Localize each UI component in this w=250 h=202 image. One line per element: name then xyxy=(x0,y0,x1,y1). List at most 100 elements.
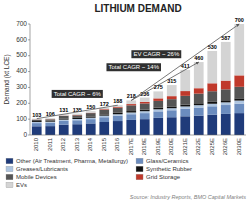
bar-segment xyxy=(194,62,204,88)
x-tick-label: 2012 xyxy=(60,137,66,151)
annotation-text: Total CAGR ~ 6% xyxy=(54,91,102,97)
bar-segment xyxy=(126,114,136,120)
legend-swatch xyxy=(136,158,143,164)
bar-segment xyxy=(72,114,82,115)
bar-segment xyxy=(45,118,55,120)
annotation-box xyxy=(106,63,161,71)
bar-segment xyxy=(86,118,96,119)
total-label: 188 xyxy=(113,98,122,104)
annotation: Total CAGR ~ 6% xyxy=(52,90,103,98)
bar-segment xyxy=(180,116,190,135)
y-axis: 0100200300400500600700 xyxy=(16,20,30,138)
total-label: 700 xyxy=(235,17,244,23)
total-label: 172 xyxy=(100,101,109,107)
total-label: 131 xyxy=(59,107,68,113)
trend-lines xyxy=(37,24,240,119)
bar-segment xyxy=(180,70,190,91)
legend: Other (Air Treatment, Pharma, Metallurgy… xyxy=(6,158,192,188)
bar-segment xyxy=(86,116,96,117)
bar-segment xyxy=(194,94,204,104)
bar-segment xyxy=(207,91,217,102)
bar-segment xyxy=(126,105,136,111)
bar-segment xyxy=(153,109,163,111)
bars xyxy=(32,24,244,135)
x-tick-label: 2030E xyxy=(236,138,242,155)
legend-swatch xyxy=(136,166,143,172)
trend-line xyxy=(131,24,239,100)
x-tick-label: 2015 xyxy=(101,137,107,151)
bar-segment xyxy=(167,110,177,117)
x-tick-label: 2025E xyxy=(209,138,215,155)
bar-segment xyxy=(99,116,109,118)
bar-segment xyxy=(221,102,231,105)
bar-segment xyxy=(180,106,190,108)
bar-segment xyxy=(45,119,55,120)
bar-segment xyxy=(113,116,123,121)
bar-segment xyxy=(221,89,231,100)
bar-segment xyxy=(140,98,150,102)
annotation-box xyxy=(52,90,103,98)
bar-segment xyxy=(207,102,217,104)
legend-swatch xyxy=(6,174,13,180)
bar-segment xyxy=(221,114,231,135)
bar-segment xyxy=(59,121,69,125)
bar-segment xyxy=(234,87,244,99)
bar-segment xyxy=(59,125,69,135)
y-tick-label: 0 xyxy=(23,131,27,138)
total-label: 530 xyxy=(208,44,217,50)
bar-segment xyxy=(59,120,69,121)
bar-segment xyxy=(167,117,177,135)
bar-segment xyxy=(140,119,150,135)
bar-segment xyxy=(207,106,217,114)
bar-segment xyxy=(167,106,177,108)
bar-segment xyxy=(99,114,109,115)
bar-segment xyxy=(45,119,55,120)
bar-segment xyxy=(59,115,69,116)
bar-segment xyxy=(140,102,150,104)
x-tick-label: 2017E xyxy=(128,138,134,155)
bar-segment xyxy=(194,108,204,116)
bar-segment xyxy=(113,113,123,114)
legend-swatch xyxy=(6,182,13,188)
bar-segment xyxy=(72,120,82,124)
bar-segment xyxy=(140,113,150,119)
bar-segment xyxy=(167,99,177,106)
bar-segment xyxy=(45,126,55,135)
bar-segment xyxy=(234,101,244,104)
bar-segment xyxy=(153,111,163,118)
trend-line xyxy=(37,105,118,118)
x-tick-label: 2019E xyxy=(155,138,161,155)
bar-segment xyxy=(99,109,109,111)
bar-segment xyxy=(207,83,217,91)
annotation-text: Total CAGR ~ 14% xyxy=(108,64,159,70)
legend-swatch xyxy=(136,174,143,180)
bar-segment xyxy=(153,108,163,110)
source: Source: Industry Reports, BMO Capital Ma… xyxy=(130,194,246,200)
annotation-box xyxy=(131,50,181,58)
bar-segment xyxy=(86,123,96,135)
bar-segment xyxy=(180,91,190,96)
legend-label: Other (Air Treatment, Pharma, Metallurgy… xyxy=(16,158,128,164)
x-axis: 20102011201220132014201520162017E2018E20… xyxy=(33,137,242,155)
legend-label: Mobile Devices xyxy=(16,174,57,180)
legend-swatch xyxy=(6,158,13,164)
bar-segment xyxy=(113,114,123,116)
bar-segment xyxy=(126,111,136,112)
bar-segment xyxy=(180,96,190,105)
legend-label: Grid Storage xyxy=(146,174,181,180)
x-tick-label: 2013 xyxy=(74,137,80,151)
legend-label: Glass/Ceramics xyxy=(146,158,188,164)
bar-segment xyxy=(113,121,123,135)
y-tick-label: 200 xyxy=(16,99,27,106)
bar-segment xyxy=(45,122,55,123)
bar-segment xyxy=(72,115,82,116)
bar-segment xyxy=(234,113,244,135)
bar-segment xyxy=(126,112,136,114)
bar-segment xyxy=(45,120,55,122)
bar-segment xyxy=(207,115,217,135)
bar-segment xyxy=(113,108,123,113)
bar-segment xyxy=(99,110,109,115)
bar-segment xyxy=(140,110,150,112)
bar-segment xyxy=(194,88,204,93)
bar-segment xyxy=(72,115,82,118)
